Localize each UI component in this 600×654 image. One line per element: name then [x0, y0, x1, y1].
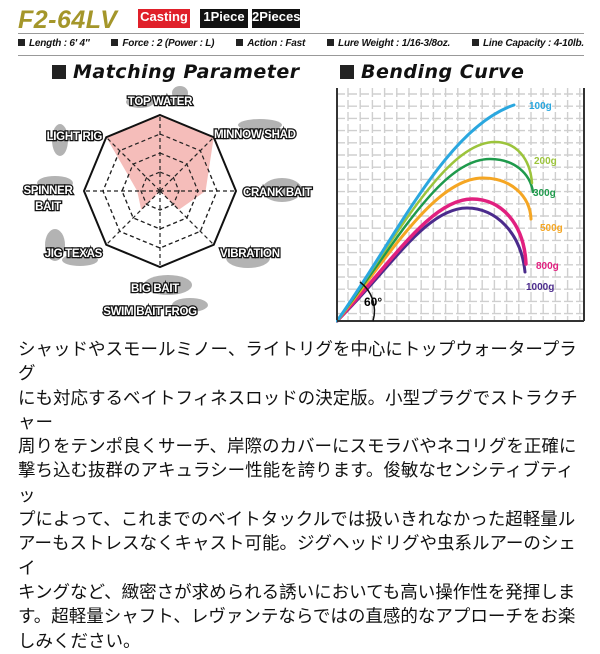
axis-label-crank-bait: CRANK BAIT	[243, 187, 312, 199]
description-line: す。超軽量シャフト、レヴァンテならではの直感的なアプローチをお楽	[18, 607, 576, 628]
description: シャッドやスモールミノー、ライトリグを中心にトップウォータープラグ にも対応するベ…	[18, 338, 584, 654]
lure-icon	[45, 229, 65, 261]
curve-label-800g: 800g	[536, 261, 559, 272]
radar-grid-ring	[140, 171, 180, 211]
radar-spoke	[105, 190, 161, 246]
lure-silhouettes	[37, 86, 302, 312]
lure-icon	[126, 96, 154, 108]
curve-label-200g: 200g	[534, 156, 557, 167]
curve-label-100g: 100g	[529, 101, 552, 112]
axis-label-top-water: TOP WATER	[128, 96, 193, 108]
angle-arc	[359, 281, 376, 322]
divider	[18, 55, 584, 56]
description-line: プによって、これまでのベイトタックルでは扱いきれなかった超軽量ル	[18, 510, 576, 531]
spec-line-capacity: Line Capacity : 4-10lb.	[472, 38, 584, 49]
curve-1000g	[336, 206, 527, 323]
curve-800g	[336, 197, 528, 323]
curve-300g	[336, 157, 535, 323]
badge-casting: Casting	[138, 9, 190, 28]
description-line: シャッドやスモールミノー、ライトリグを中心にトップウォータープラグ	[18, 340, 577, 385]
spec-length: Length : 6′ 4″	[18, 38, 90, 49]
axis-label-light-rig: LIGHT RIG	[47, 131, 103, 143]
lure-icon	[37, 176, 73, 190]
radar-chart: TOP WATER MINNOW SHAD CRANK BAIT VIBRATI…	[22, 86, 313, 319]
spec-force: Force : 2 (Power : L)	[111, 38, 214, 49]
spec-action: Action : Fast	[236, 38, 305, 49]
bending-curve-chart: 100g 200g 300g 500g 800g 1000g 60°	[336, 88, 585, 323]
radar-grid-ring	[121, 152, 199, 230]
matching-parameter-heading: Matching Parameter	[52, 61, 300, 83]
axis-label-jig-texas: JIG TEXAS	[45, 248, 103, 260]
description-line: しみください。	[18, 631, 141, 652]
spec-lure-weight: Lure Weight : 1/16-3/8oz.	[327, 38, 450, 49]
curve-100g	[336, 103, 516, 323]
curve-label-300g: 300g	[533, 188, 556, 199]
model-title: F2-64LV	[18, 6, 118, 34]
description-line: にも対応するベイトフィネスロッドの決定版。小型プラグでストラクチャー	[18, 388, 578, 433]
lure-icon	[172, 86, 188, 100]
badge-1piece: 1Piece	[200, 9, 248, 28]
lure-icon	[144, 275, 192, 295]
axis-label-big-bait: BIG BAIT SWIM BAIT FROG	[103, 283, 197, 318]
radar-grid-ring	[102, 133, 218, 249]
lure-icon	[262, 178, 302, 202]
lure-icon	[52, 124, 68, 156]
divider	[18, 33, 584, 34]
angle-label: 60°	[364, 295, 382, 309]
lure-icon	[226, 248, 270, 268]
badge-2pieces: 2Pieces	[252, 9, 300, 28]
lure-icon	[238, 119, 282, 131]
description-line: キングなど、緻密さが求められる誘いにおいても高い操作性を発揮しま	[18, 582, 576, 603]
chart-frame	[336, 88, 585, 322]
curve-500g	[336, 176, 533, 323]
curve-label-1000g: 1000g	[526, 282, 554, 293]
spec-row: Length : 6′ 4″ Force : 2 (Power : L) Act…	[18, 38, 584, 49]
lure-icon	[172, 298, 208, 312]
axis-label-spinner-bait: SPINNER BAIT	[23, 185, 73, 213]
lure-icon	[62, 254, 98, 266]
description-line: 周りをテンポ良くサーチ、岸際のカバーにスモラバやネコリグを正確に	[18, 437, 577, 458]
axis-label-minnow-shad: MINNOW SHAD	[214, 129, 296, 141]
bending-curve-heading: Bending Curve	[340, 61, 524, 83]
description-line: アーもストレスなくキャスト可能。ジグヘッドリグや虫系ルアーのシェイ	[18, 534, 576, 579]
description-line: 撃ち込む抜群のアキュラシー性能を誇ります。俊敏なセンシティブティッ	[18, 461, 574, 506]
curve-label-500g: 500g	[540, 223, 563, 234]
axis-label-vibration: VIBRATION	[220, 248, 280, 260]
radar-outline	[82, 113, 238, 269]
